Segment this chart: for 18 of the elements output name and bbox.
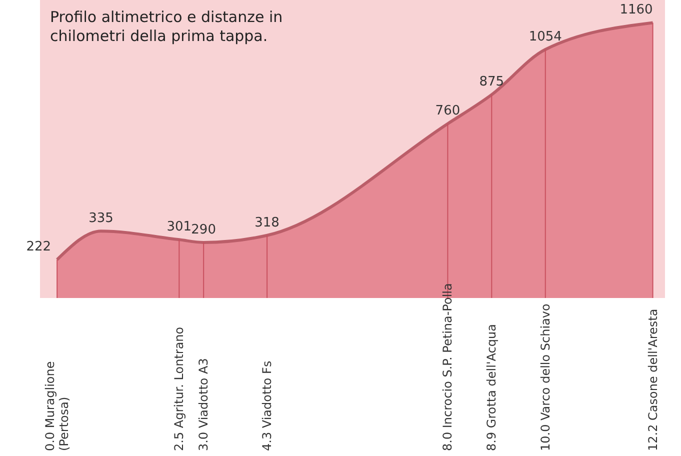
x-tick-label: 12.2 Casone dell'Aresta [646,308,660,451]
data-label: 301 [166,220,192,235]
x-tick-label: 2.5 Agritur. Lontrano [172,326,186,451]
text: Profilo altimetrico e distanze in chilometri della prima tappa. [50,8,283,45]
x-tick-label: 8.0 Incrocio S.P. Petina-Polla [440,283,455,451]
data-label: 290 [191,222,216,238]
data-label: 760 [435,104,460,119]
data-label: 1160 [620,2,653,18]
x-tick-label: 4.3 Viadotto Fs [260,360,274,451]
data-label: 222 [26,240,52,255]
data-label: 1054 [528,30,562,44]
data-label: 318 [254,215,280,230]
data-label: 335 [88,211,114,226]
x-tick-label: 3.0 Viadotto A3 [196,358,211,451]
data-label: 875 [479,74,504,90]
x-tick-label: 10.0 Varco dello Schiavo [538,304,552,451]
x-tick-label: 0.0 Muraglione (Pertosa) [43,361,72,451]
x-tick-label: 8.9 Grotta dell'Acqua [484,324,499,451]
